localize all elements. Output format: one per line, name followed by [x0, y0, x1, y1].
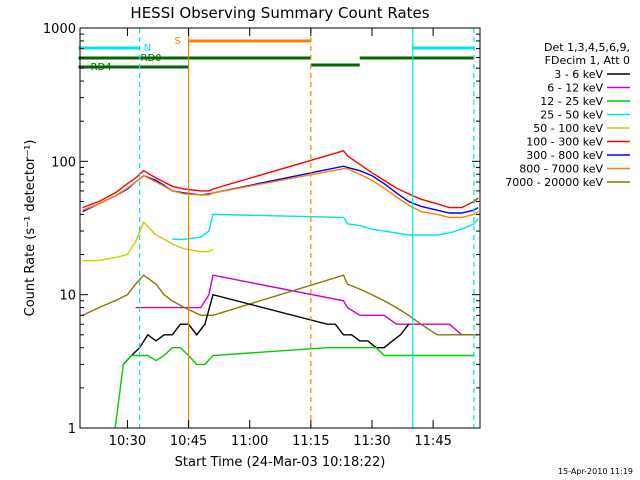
x-tick-label: 10:30 — [109, 434, 146, 449]
legend-entry: 100 - 300 keV — [526, 136, 603, 149]
series-line — [122, 293, 410, 365]
x-tick-label: 10:45 — [170, 434, 207, 449]
annotation-label: N — [144, 43, 151, 54]
y-axis: 1 10 100 1000 — [43, 22, 480, 437]
y-tick-label: 100 — [51, 155, 76, 170]
series-layer — [82, 149, 479, 429]
x-tick-label: 11:00 — [231, 434, 268, 449]
series-line — [82, 220, 214, 262]
plot-frame — [79, 27, 481, 429]
legend-entry: 50 - 100 keV — [533, 122, 603, 135]
annotation-label: S — [175, 36, 181, 47]
y-tick-label: 1000 — [43, 22, 76, 37]
y-axis-label: Count Rate (s⁻¹ detector⁻¹) — [23, 140, 38, 317]
legend-entry: 25 - 50 keV — [540, 109, 603, 122]
x-tick-label: 11:15 — [292, 434, 329, 449]
x-tick-label: 11:30 — [353, 434, 390, 449]
legend-entry: 3 - 6 keV — [554, 68, 603, 81]
series-line — [82, 274, 478, 336]
series-line — [82, 149, 479, 209]
legend-entry: 800 - 7000 keV — [519, 163, 603, 176]
series-line — [172, 213, 479, 240]
annotation-label: RD4 — [91, 62, 112, 73]
legend-header-line-1: Det 1,3,4,5,6,9, — [544, 41, 630, 54]
legend: Det 1,3,4,5,6,9, FDecim 1, Att 0 3 - 6 k… — [505, 41, 630, 189]
footer-date: 15-Apr-2010 11:19 — [558, 467, 633, 476]
legend-entry: 6 - 12 keV — [547, 82, 603, 95]
y-tick-label: 10 — [59, 289, 76, 304]
series-line — [135, 274, 478, 336]
x-tick-label: 11:45 — [414, 434, 451, 449]
x-axis-label: Start Time (24-Mar-03 10:18:22) — [175, 455, 386, 470]
y-tick-label: 1 — [68, 422, 76, 437]
legend-entry: 300 - 800 keV — [526, 149, 603, 162]
series-line — [114, 347, 474, 429]
legend-entry: 12 - 25 keV — [540, 95, 603, 108]
legend-entry: 7000 - 20000 keV — [505, 176, 603, 189]
series-line — [82, 168, 479, 219]
x-axis: 10:30 10:45 11:00 11:15 11:30 11:45 — [109, 28, 452, 449]
annotation-layer: NNRD0RD0RD0RD4S — [78, 28, 475, 428]
legend-header-line-2: FDecim 1, Att 0 — [545, 54, 630, 67]
annotation-label: RD0 — [141, 53, 162, 64]
chart-title: HESSI Observing Summary Count Rates — [130, 4, 429, 22]
